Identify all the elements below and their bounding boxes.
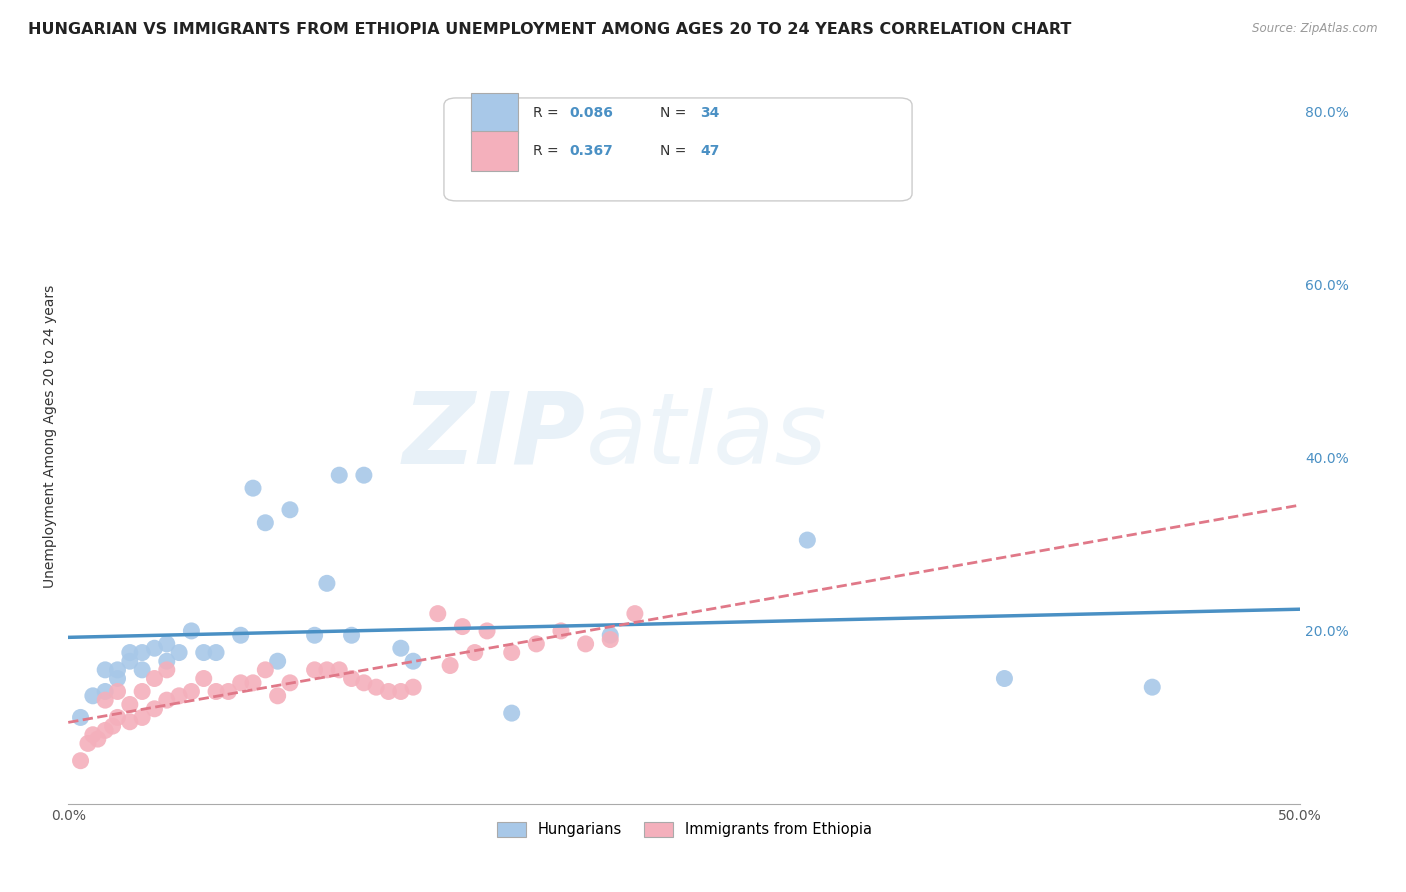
Point (69, 710, 91, 724)
Point (156, 663, 179, 677)
Point (94, 684, 117, 698)
Point (131, 663, 153, 677)
Point (254, 663, 277, 677)
Point (205, 646, 228, 660)
Point (304, 663, 326, 677)
Point (242, 676, 264, 690)
Point (328, 468, 350, 483)
Point (77, 736, 100, 750)
Text: R =: R = (533, 106, 562, 120)
Point (107, 710, 129, 724)
Point (266, 689, 288, 703)
Point (82, 689, 104, 703)
Point (389, 684, 412, 698)
Point (107, 672, 129, 686)
Point (167, 689, 190, 703)
Text: atlas: atlas (586, 388, 827, 484)
Point (278, 503, 301, 517)
Point (377, 684, 399, 698)
Text: Source: ZipAtlas.com: Source: ZipAtlas.com (1253, 22, 1378, 36)
Point (131, 710, 153, 724)
Point (254, 516, 277, 530)
Point (193, 646, 215, 660)
Point (69, 754, 91, 768)
Point (242, 481, 264, 495)
Point (143, 672, 166, 686)
Point (475, 624, 498, 638)
Point (501, 706, 523, 720)
Point (107, 684, 129, 698)
Point (316, 663, 339, 677)
Point (156, 654, 179, 668)
Point (118, 646, 141, 660)
Point (143, 641, 166, 656)
Point (82, 728, 104, 742)
Point (156, 693, 179, 707)
Point (87, 732, 110, 747)
Point (118, 714, 141, 729)
Point (353, 676, 375, 690)
Point (180, 684, 202, 698)
Text: ZIP: ZIP (402, 388, 586, 484)
Point (156, 637, 179, 651)
Point (402, 654, 425, 668)
Point (94, 663, 117, 677)
Point (304, 628, 326, 642)
Bar (471, 93, 517, 133)
Text: 0.086: 0.086 (569, 106, 613, 120)
Point (340, 628, 363, 642)
Y-axis label: Unemployment Among Ages 20 to 24 years: Unemployment Among Ages 20 to 24 years (44, 285, 58, 588)
Text: N =: N = (659, 145, 690, 158)
Point (599, 632, 621, 647)
Point (180, 624, 202, 638)
Point (796, 533, 818, 547)
Point (993, 672, 1015, 686)
Point (550, 624, 572, 638)
Point (426, 607, 449, 621)
Point (389, 641, 412, 656)
Legend: Hungarians, Immigrants from Ethiopia: Hungarians, Immigrants from Ethiopia (489, 814, 879, 845)
Point (316, 576, 339, 591)
Text: N =: N = (659, 106, 690, 120)
Point (599, 628, 621, 642)
Point (464, 646, 486, 660)
Point (451, 619, 474, 633)
Point (118, 654, 141, 668)
Point (366, 680, 388, 694)
Point (94, 693, 117, 707)
Point (624, 607, 647, 621)
Point (278, 676, 301, 690)
Point (524, 637, 547, 651)
Point (131, 684, 153, 698)
Point (328, 663, 350, 677)
Point (229, 628, 252, 642)
Point (143, 702, 166, 716)
Bar (471, 131, 517, 171)
Point (217, 684, 239, 698)
Point (1142, 680, 1164, 694)
Point (575, 637, 598, 651)
Point (439, 658, 461, 673)
Point (205, 684, 228, 698)
Point (501, 646, 523, 660)
Point (229, 676, 252, 690)
Point (340, 672, 363, 686)
Point (402, 680, 425, 694)
Point (353, 468, 375, 483)
Point (193, 672, 215, 686)
Text: 34: 34 (700, 106, 720, 120)
Point (118, 698, 141, 712)
Text: 47: 47 (700, 145, 720, 158)
Text: R =: R = (533, 145, 562, 158)
Point (266, 654, 288, 668)
Point (94, 723, 117, 738)
Text: 0.367: 0.367 (569, 145, 613, 158)
FancyBboxPatch shape (444, 98, 912, 201)
Point (131, 646, 153, 660)
Point (167, 646, 190, 660)
Point (107, 663, 129, 677)
Text: HUNGARIAN VS IMMIGRANTS FROM ETHIOPIA UNEMPLOYMENT AMONG AGES 20 TO 24 YEARS COR: HUNGARIAN VS IMMIGRANTS FROM ETHIOPIA UN… (28, 22, 1071, 37)
Point (101, 719, 124, 733)
